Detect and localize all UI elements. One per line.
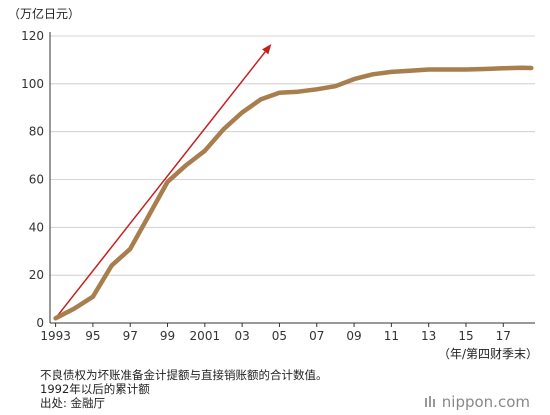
x-tick-labels: 1993 95 97 99 2001 03 05 07 09 11 13 15 17 <box>40 329 511 343</box>
trend-arrow <box>55 43 272 319</box>
series-layer <box>53 65 534 321</box>
x-tick-label-2009: 09 <box>346 329 361 343</box>
x-tick-label-2011: 11 <box>384 329 399 343</box>
x-tick-label-1993: 1993 <box>40 329 71 343</box>
footnote-source: 出处: 金融厅 <box>40 396 106 410</box>
x-tick-label-2005: 05 <box>272 329 287 343</box>
y-tick-label-100: 100 <box>21 77 44 91</box>
footnote-cumulative: 1992年以后的累计额 <box>40 382 150 396</box>
x-tick-label-2001: 2001 <box>190 329 221 343</box>
gridlines <box>50 35 535 276</box>
y-tick-label-0: 0 <box>36 316 44 330</box>
y-tick-label-20: 20 <box>29 268 44 282</box>
footnote-definition: 不良债权为坏账准备金计提额与直接销账额的合计数值。 <box>40 368 328 382</box>
trend-arrow-layer <box>55 43 272 319</box>
x-tick-label-2003: 03 <box>234 329 249 343</box>
y-tick-label-40: 40 <box>29 220 44 234</box>
y-tick-label-80: 80 <box>29 125 44 139</box>
x-tick-label-1999: 99 <box>160 329 175 343</box>
x-tick-label-2007: 07 <box>309 329 324 343</box>
axes <box>49 32 535 327</box>
x-tick-label-1995: 95 <box>85 329 100 343</box>
nippon-logo-icon <box>424 396 435 407</box>
x-tick-label-1997: 97 <box>123 329 138 343</box>
y-tick-labels: 0 20 40 60 80 100 120 <box>21 29 44 330</box>
series-line-0 <box>53 65 534 321</box>
y-tick-label-120: 120 <box>21 29 44 43</box>
brand-name: nippon.com <box>441 393 530 411</box>
x-axis-unit-label: （年/第四财季末） <box>438 347 538 361</box>
x-tick-label-2013: 13 <box>421 329 436 343</box>
x-tick-label-2017: 17 <box>496 329 511 343</box>
brand-watermark: nippon.com <box>424 393 530 411</box>
x-tick-label-2015: 15 <box>458 329 473 343</box>
y-axis-unit-label: （万亿日元） <box>8 6 80 21</box>
y-tick-label-60: 60 <box>29 173 44 187</box>
